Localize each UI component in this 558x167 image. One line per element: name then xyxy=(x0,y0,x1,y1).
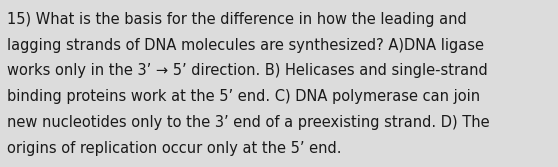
Text: new nucleotides only to the 3’ end of a preexisting strand. D) The: new nucleotides only to the 3’ end of a … xyxy=(7,115,490,130)
Text: 15) What is the basis for the difference in how the leading and: 15) What is the basis for the difference… xyxy=(7,12,467,27)
Text: works only in the 3’ → 5’ direction. B) Helicases and single-strand: works only in the 3’ → 5’ direction. B) … xyxy=(7,63,488,78)
Text: lagging strands of DNA molecules are synthesized? A)DNA ligase: lagging strands of DNA molecules are syn… xyxy=(7,38,484,53)
Text: binding proteins work at the 5’ end. C) DNA polymerase can join: binding proteins work at the 5’ end. C) … xyxy=(7,89,480,104)
Text: origins of replication occur only at the 5’ end.: origins of replication occur only at the… xyxy=(7,141,341,156)
